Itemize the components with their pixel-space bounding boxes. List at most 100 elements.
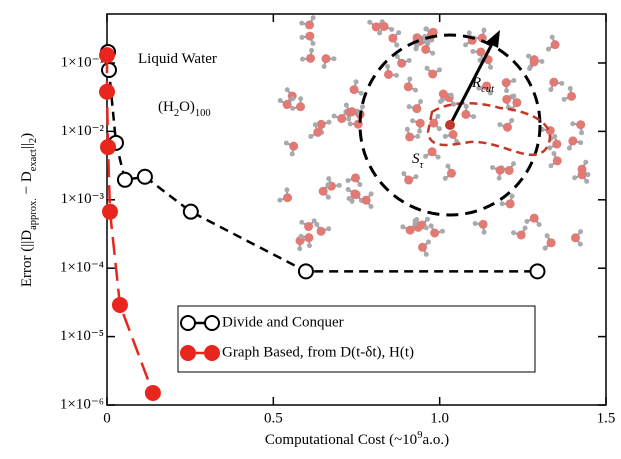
hydrogen	[490, 165, 495, 170]
chart: 1×10⁻⁶1×10⁻⁵1×10⁻⁴1×10⁻³1×10⁻²1×10⁻¹00.5…	[0, 0, 621, 459]
hydrogen	[417, 129, 422, 134]
hydrogen	[360, 104, 365, 109]
hydrogen	[350, 199, 355, 204]
hydrogen	[500, 201, 505, 206]
hydrogen	[443, 134, 448, 139]
annotation-s-part: τ	[420, 160, 425, 171]
hydrogen	[430, 51, 435, 56]
oxygen	[517, 230, 526, 239]
y-axis-label-part: − D	[19, 171, 35, 198]
oxygen	[305, 32, 314, 41]
oxygen	[447, 169, 456, 178]
hydrogen	[567, 146, 572, 151]
hydrogen	[298, 234, 303, 239]
oxygen	[351, 173, 360, 182]
oxygen	[304, 222, 313, 231]
hydrogen	[414, 217, 419, 222]
annotation-formula-part: (H	[158, 99, 174, 115]
annotation-formula-part: 100	[195, 108, 211, 119]
annotation-s: Sτ	[412, 151, 425, 170]
y-axis-label: Error (||Dapprox. − Dexact||2)	[19, 133, 38, 287]
hydrogen	[524, 219, 529, 224]
hydrogen	[548, 163, 553, 168]
hydrogen	[299, 35, 304, 40]
oxygen	[289, 142, 298, 151]
hydrogen	[325, 182, 330, 187]
hydrogen	[552, 134, 557, 139]
x-tick-label: 0.5	[264, 410, 283, 426]
oxygen	[304, 233, 313, 242]
hydrogen	[385, 64, 390, 69]
data-point	[113, 298, 127, 312]
data-point	[530, 264, 544, 278]
oxygen	[421, 45, 430, 54]
oxygen	[305, 20, 314, 29]
hydrogen	[481, 28, 486, 33]
hydrogen	[583, 160, 588, 165]
oxygen	[313, 128, 322, 137]
hydrogen	[423, 154, 428, 159]
annotation-title-part: Liquid Water	[138, 51, 217, 67]
oxygen	[283, 100, 292, 109]
hydrogen	[435, 114, 440, 119]
oxygen	[321, 54, 330, 63]
hydrogen	[445, 164, 450, 169]
hydrogen	[332, 114, 337, 119]
hydrogen	[559, 81, 564, 86]
hydrogen	[407, 104, 412, 109]
hydrogen	[526, 54, 531, 59]
hydrogen	[504, 88, 509, 93]
hydrogen	[443, 176, 448, 181]
oxygen	[347, 107, 356, 116]
hydrogen	[346, 116, 351, 121]
hydrogen	[308, 134, 313, 139]
oxygen	[296, 102, 305, 111]
oxygen	[337, 114, 346, 123]
hydrogen	[285, 87, 290, 92]
hydrogen	[326, 195, 331, 200]
hydrogen	[527, 66, 532, 71]
legend-marker	[205, 316, 219, 330]
hydrogen	[551, 151, 556, 156]
hydrogen	[367, 20, 372, 25]
hydrogen	[307, 243, 312, 248]
data-point	[299, 264, 313, 278]
hydrogen	[326, 120, 331, 125]
annotation-rcut: Rcut	[471, 75, 495, 94]
hydrogen	[511, 78, 516, 83]
hydrogen	[511, 161, 516, 166]
oxygen	[283, 193, 292, 202]
hydrogen	[344, 103, 349, 108]
oxygen	[350, 189, 359, 198]
y-axis-label-part: Error (||D	[19, 230, 35, 287]
hydrogen	[369, 191, 374, 196]
hydrogen	[539, 59, 544, 64]
x-tick-label: 1.5	[597, 410, 616, 426]
oxygen	[306, 54, 315, 63]
x-axis-label: Computational Cost (~109a.o.)	[265, 430, 449, 449]
hydrogen	[290, 106, 295, 111]
y-tick-label: 1×10⁻²	[61, 123, 105, 139]
hydrogen	[470, 49, 475, 54]
hydrogen	[497, 176, 502, 181]
data-point	[118, 173, 132, 187]
y-axis-label-part: exact	[28, 149, 39, 171]
data-point	[100, 48, 114, 62]
hydrogen	[438, 99, 443, 104]
oxygen	[418, 243, 427, 252]
hydrogen	[437, 67, 442, 72]
oxygen	[553, 156, 562, 165]
oxygen	[530, 57, 539, 66]
oxygen	[461, 110, 470, 119]
oxygen	[317, 120, 326, 129]
annotation-formula: (H2O)100	[158, 99, 211, 118]
legend-marker	[181, 346, 195, 360]
hydrogen	[578, 140, 583, 145]
hydrogen	[523, 225, 528, 230]
legend-marker	[205, 346, 219, 360]
oxygen	[397, 59, 406, 68]
hydrogen	[471, 114, 476, 119]
oxygen	[549, 78, 558, 87]
oxygen	[430, 229, 439, 238]
hydrogen	[313, 122, 318, 127]
